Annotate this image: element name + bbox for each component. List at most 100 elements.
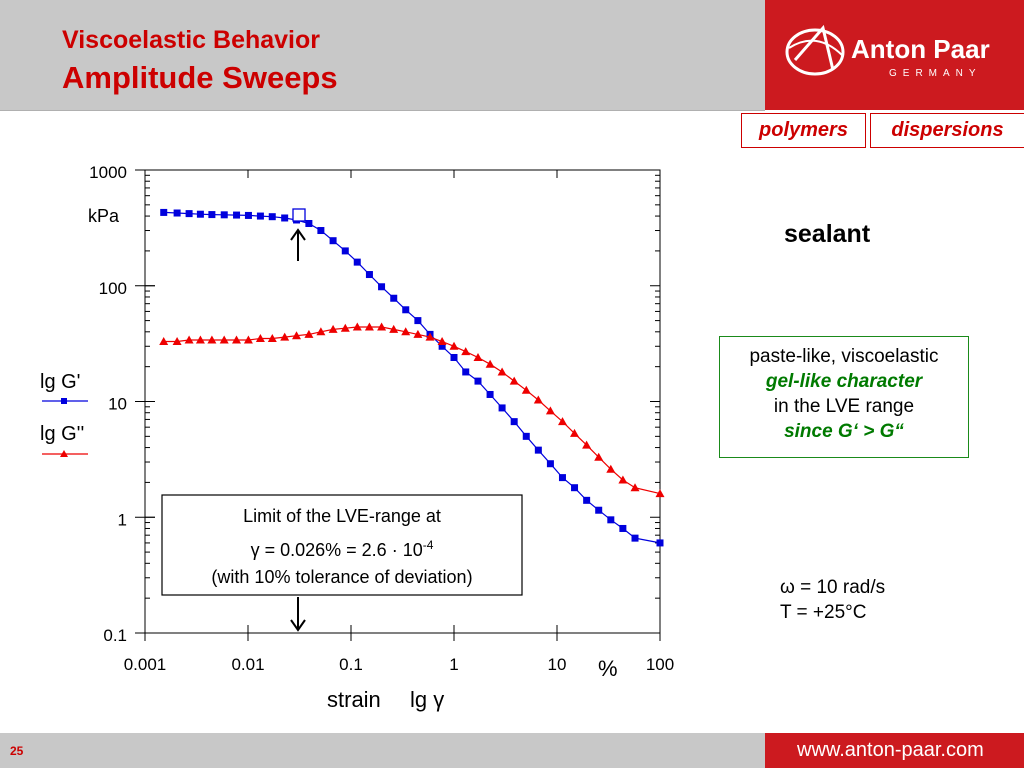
x-axis-label: strain (327, 687, 381, 712)
annotation-line-2-exponent: -4 (423, 538, 434, 552)
data-point-gdoubleprime (352, 322, 362, 331)
sample-label: sealant (784, 220, 871, 248)
behavior-note-box: paste-like, viscoelastic gel-like charac… (719, 336, 969, 458)
data-point-gdoubleprime (606, 464, 616, 473)
data-point-gprime (462, 368, 470, 376)
data-point-gdoubleprime (340, 323, 350, 332)
data-point-gprime (220, 211, 228, 219)
slide-title: Amplitude Sweeps (62, 60, 338, 95)
data-point-gprime (486, 390, 494, 398)
data-point-gdoubleprime (280, 332, 290, 341)
data-point-gprime (595, 506, 603, 514)
data-point-gdoubleprime (485, 359, 495, 368)
data-point-gprime (656, 539, 664, 547)
x-tick-label: 0.01 (231, 655, 264, 674)
data-point-gdoubleprime (364, 322, 374, 331)
data-point-gdoubleprime (533, 395, 543, 404)
data-point-gprime (160, 208, 168, 216)
data-point-gprime (414, 317, 422, 325)
data-point-gdoubleprime (159, 337, 169, 345)
data-point-gdoubleprime (304, 329, 314, 338)
data-point-gprime (317, 227, 325, 235)
test-conditions: ω = 10 rad/s T = +25°C (780, 575, 885, 625)
data-point-gprime (256, 212, 264, 220)
logo-name: Anton Paar (851, 34, 990, 64)
lve-down-arrow-icon (290, 597, 306, 632)
data-point-gprime (522, 432, 530, 440)
x-tick-label: 1 (449, 655, 458, 674)
note-line-2: gel-like character (765, 371, 923, 392)
website-url[interactable]: www.anton-paar.com (797, 739, 984, 761)
data-point-gprime (281, 214, 289, 222)
tag-polymers[interactable]: polymers (741, 113, 866, 148)
data-point-gdoubleprime (413, 329, 423, 338)
axis-ticks (135, 169, 661, 641)
data-point-gdoubleprime (316, 327, 326, 336)
data-point-gprime (438, 342, 446, 350)
data-point-gprime (268, 213, 276, 221)
data-point-gdoubleprime (232, 335, 241, 344)
data-point-gdoubleprime (630, 483, 640, 492)
series-line-gprime (163, 211, 661, 544)
y-tick-label: 100 (99, 279, 127, 298)
data-point-gdoubleprime (521, 385, 531, 394)
tag-dispersions[interactable]: dispersions (870, 113, 1024, 148)
data-point-gdoubleprime (618, 475, 628, 484)
x-axis-symbol: lg γ (410, 687, 444, 712)
data-point-gprime (498, 404, 506, 412)
footer-brand-bar (765, 733, 1024, 768)
data-point-gdoubleprime (509, 376, 519, 385)
data-point-gdoubleprime (267, 334, 277, 342)
data-point-gdoubleprime (207, 335, 217, 344)
data-point-gdoubleprime (473, 353, 483, 361)
data-point-gdoubleprime (582, 440, 592, 449)
data-point-gdoubleprime (328, 324, 338, 333)
annotation-line-2: γ = 0.026% = 2.6 · 10-4 (251, 538, 434, 560)
data-point-gprime (378, 283, 386, 291)
x-tick-label: 10 (548, 655, 567, 674)
data-point-gprime (173, 209, 181, 217)
y-tick-label: 1000 (89, 163, 127, 182)
data-point-gdoubleprime (184, 335, 194, 344)
data-point-gprime (244, 211, 252, 219)
y-tick-label: 10 (108, 395, 127, 414)
data-point-gprime (631, 534, 639, 542)
series-line-gdoubleprime (163, 326, 661, 495)
data-point-gprime (185, 210, 193, 218)
data-point-gprime (305, 219, 313, 227)
brand-logo-box (765, 0, 1024, 110)
data-point-gdoubleprime (377, 322, 387, 331)
condition-temperature: T = +25°C (780, 602, 867, 623)
data-point-gprime (474, 377, 482, 385)
legend-marker-gdoubleprime (42, 450, 88, 457)
data-point-gdoubleprime (437, 337, 447, 345)
x-unit-label: % (598, 656, 618, 681)
data-point-gprime (402, 306, 410, 314)
lve-up-arrow-icon (290, 228, 306, 261)
x-tick-label: 0.1 (339, 655, 363, 674)
data-point-gprime (546, 460, 554, 468)
data-point-gdoubleprime (461, 347, 471, 356)
data-point-gdoubleprime (172, 337, 182, 345)
data-point-gdoubleprime (545, 406, 555, 415)
annotation-line-1: Limit of the LVE-range at (243, 506, 441, 526)
data-point-gprime (571, 484, 579, 492)
legend-marker-gprime (42, 398, 88, 404)
data-point-gdoubleprime (497, 367, 507, 376)
data-point-gdoubleprime (401, 327, 411, 336)
data-point-gprime (329, 237, 337, 245)
data-point-gdoubleprime (449, 341, 459, 350)
y-tick-label: 0.1 (103, 626, 127, 645)
data-point-gdoubleprime (255, 334, 265, 342)
lve-limit-marker (292, 208, 306, 222)
data-point-gdoubleprime (195, 335, 205, 344)
data-point-gprime (341, 247, 349, 255)
data-point-gprime (390, 294, 398, 302)
data-point-gprime (583, 496, 591, 504)
data-point-gprime (208, 211, 216, 219)
data-point-gprime (196, 210, 204, 218)
data-point-gprime (233, 211, 241, 219)
data-point-gdoubleprime (570, 428, 579, 437)
data-series (159, 208, 665, 547)
